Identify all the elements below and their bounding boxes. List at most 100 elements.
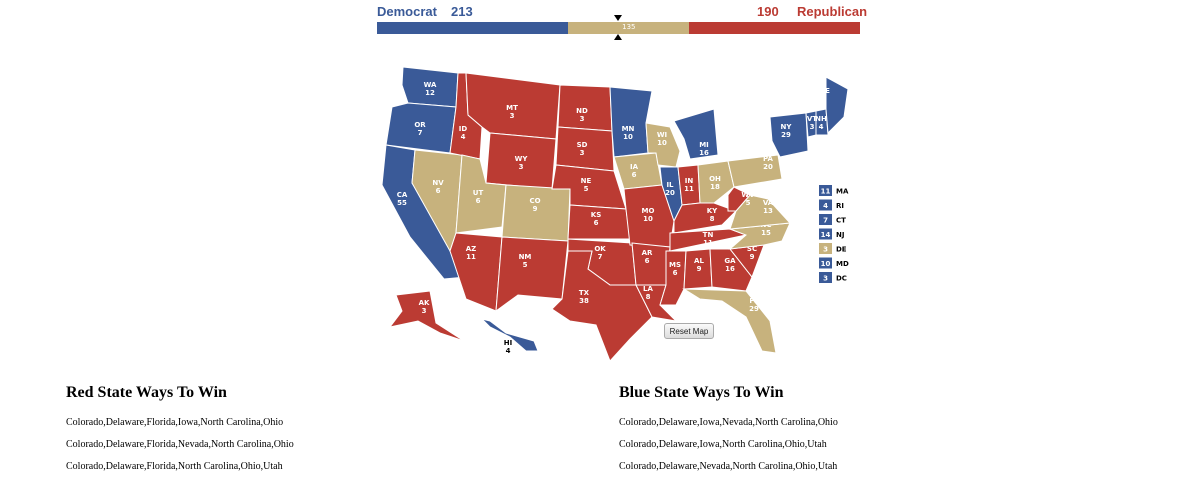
state-label: IL bbox=[666, 181, 674, 189]
state-electoral-votes: 4 bbox=[506, 347, 511, 355]
state-pa[interactable] bbox=[727, 154, 783, 188]
small-state-label: DC bbox=[836, 275, 847, 283]
midpoint-marker-top-icon bbox=[614, 15, 622, 21]
state-label: MO bbox=[642, 207, 655, 215]
state-label: AK bbox=[419, 299, 430, 307]
red-ways-title: Red State Ways To Win bbox=[66, 384, 227, 401]
state-electoral-votes: 10 bbox=[657, 139, 667, 147]
state-label: VA bbox=[763, 199, 774, 207]
state-me[interactable] bbox=[825, 76, 849, 135]
state-electoral-votes: 29 bbox=[749, 305, 759, 313]
tossup-bar-segment: 135 bbox=[568, 22, 690, 34]
state-la[interactable] bbox=[635, 284, 678, 322]
state-electoral-votes: 7 bbox=[598, 253, 603, 261]
state-label: LA bbox=[643, 285, 653, 293]
state-oh[interactable] bbox=[697, 160, 735, 204]
state-ak[interactable] bbox=[388, 290, 465, 342]
state-electoral-votes: 9 bbox=[533, 205, 538, 213]
small-state-electoral-votes: 7 bbox=[823, 217, 828, 225]
state-hi[interactable] bbox=[480, 318, 539, 352]
state-label: OH bbox=[709, 175, 721, 183]
state-electoral-votes: 5 bbox=[523, 261, 528, 269]
state-electoral-votes: 12 bbox=[425, 89, 435, 97]
state-sd[interactable] bbox=[555, 126, 615, 172]
state-electoral-votes: 11 bbox=[684, 185, 694, 193]
state-mi[interactable] bbox=[673, 108, 719, 160]
state-label: ND bbox=[576, 107, 588, 115]
state-label: WV bbox=[741, 191, 755, 199]
small-state-electoral-votes: 10 bbox=[821, 260, 831, 268]
state-electoral-votes: 11 bbox=[466, 253, 476, 261]
state-tx[interactable] bbox=[551, 250, 653, 362]
small-state-ma-box[interactable] bbox=[819, 185, 832, 196]
state-nh[interactable] bbox=[815, 108, 829, 136]
state-ky[interactable] bbox=[673, 202, 737, 234]
state-label: CO bbox=[529, 197, 540, 205]
state-electoral-votes: 3 bbox=[510, 112, 515, 120]
state-label: KS bbox=[591, 211, 601, 219]
small-state-dc-box[interactable] bbox=[819, 272, 832, 283]
red-combo: Colorado,Delaware,Florida,Nevada,North C… bbox=[66, 439, 294, 450]
state-ia[interactable] bbox=[613, 152, 663, 190]
democrat-votes: 213 bbox=[451, 4, 473, 19]
state-label: SD bbox=[577, 141, 588, 149]
state-wi[interactable] bbox=[645, 122, 681, 168]
state-electoral-votes: 29 bbox=[781, 131, 791, 139]
small-state-nj-box[interactable] bbox=[819, 228, 832, 240]
state-electoral-votes: 18 bbox=[710, 183, 720, 191]
state-electoral-votes: 3 bbox=[422, 307, 427, 315]
state-nm[interactable] bbox=[495, 236, 569, 313]
blue-combo: Colorado,Delaware,Nevada,North Carolina,… bbox=[619, 461, 838, 472]
state-electoral-votes: 4 bbox=[822, 95, 827, 103]
state-electoral-votes: 6 bbox=[476, 197, 481, 205]
red-combo: Colorado,Delaware,Florida,Iowa,North Car… bbox=[66, 417, 284, 428]
state-electoral-votes: 13 bbox=[763, 207, 773, 215]
state-label: IA bbox=[630, 163, 639, 171]
state-label: CA bbox=[397, 191, 408, 199]
state-electoral-votes: 3 bbox=[580, 149, 585, 157]
state-electoral-votes: 11 bbox=[703, 239, 713, 247]
state-az[interactable] bbox=[449, 232, 503, 312]
state-label: NH bbox=[815, 115, 827, 123]
state-electoral-votes: 6 bbox=[632, 171, 637, 179]
small-state-ri-box[interactable] bbox=[819, 199, 832, 211]
small-state-label: CT bbox=[836, 217, 846, 225]
state-fl[interactable] bbox=[682, 288, 777, 354]
state-label: NM bbox=[519, 253, 532, 261]
state-label: TX bbox=[579, 289, 590, 297]
state-label: MT bbox=[506, 104, 518, 112]
small-state-ct-box[interactable] bbox=[819, 214, 832, 225]
tally-bar: 135 bbox=[377, 22, 860, 34]
state-wv[interactable] bbox=[727, 186, 751, 212]
state-electoral-votes: 6 bbox=[645, 257, 650, 265]
state-ny[interactable] bbox=[769, 112, 809, 158]
state-label: PA bbox=[763, 155, 773, 163]
state-label: FL bbox=[749, 297, 759, 305]
small-state-electoral-votes: 3 bbox=[823, 275, 828, 283]
state-electoral-votes: 38 bbox=[579, 297, 589, 305]
blue-ways-title: Blue State Ways To Win bbox=[619, 384, 784, 401]
reset-map-button[interactable]: Reset Map bbox=[664, 323, 714, 339]
state-electoral-votes: 55 bbox=[397, 199, 407, 207]
state-electoral-votes: 3 bbox=[580, 115, 585, 123]
small-state-label: DE bbox=[836, 246, 847, 254]
state-label: HI bbox=[504, 339, 512, 347]
state-label: MI bbox=[699, 141, 709, 149]
state-co[interactable] bbox=[501, 184, 571, 242]
state-electoral-votes: 6 bbox=[594, 219, 599, 227]
state-electoral-votes: 8 bbox=[646, 293, 651, 301]
blue-combo: Colorado,Delaware,Iowa,North Carolina,Oh… bbox=[619, 439, 827, 450]
state-label: NE bbox=[581, 177, 592, 185]
small-state-md-box[interactable] bbox=[819, 257, 832, 269]
state-mn[interactable] bbox=[609, 86, 653, 158]
state-label: GA bbox=[724, 257, 736, 265]
state-label: AL bbox=[694, 257, 704, 265]
state-electoral-votes: 6 bbox=[436, 187, 441, 195]
state-label: WY bbox=[515, 155, 529, 163]
state-ga[interactable] bbox=[709, 248, 753, 292]
state-electoral-votes: 4 bbox=[819, 123, 824, 131]
democrat-label: Democrat bbox=[377, 4, 437, 19]
state-electoral-votes: 20 bbox=[665, 189, 675, 197]
state-electoral-votes: 3 bbox=[519, 163, 524, 171]
small-state-de-box[interactable] bbox=[819, 243, 832, 254]
